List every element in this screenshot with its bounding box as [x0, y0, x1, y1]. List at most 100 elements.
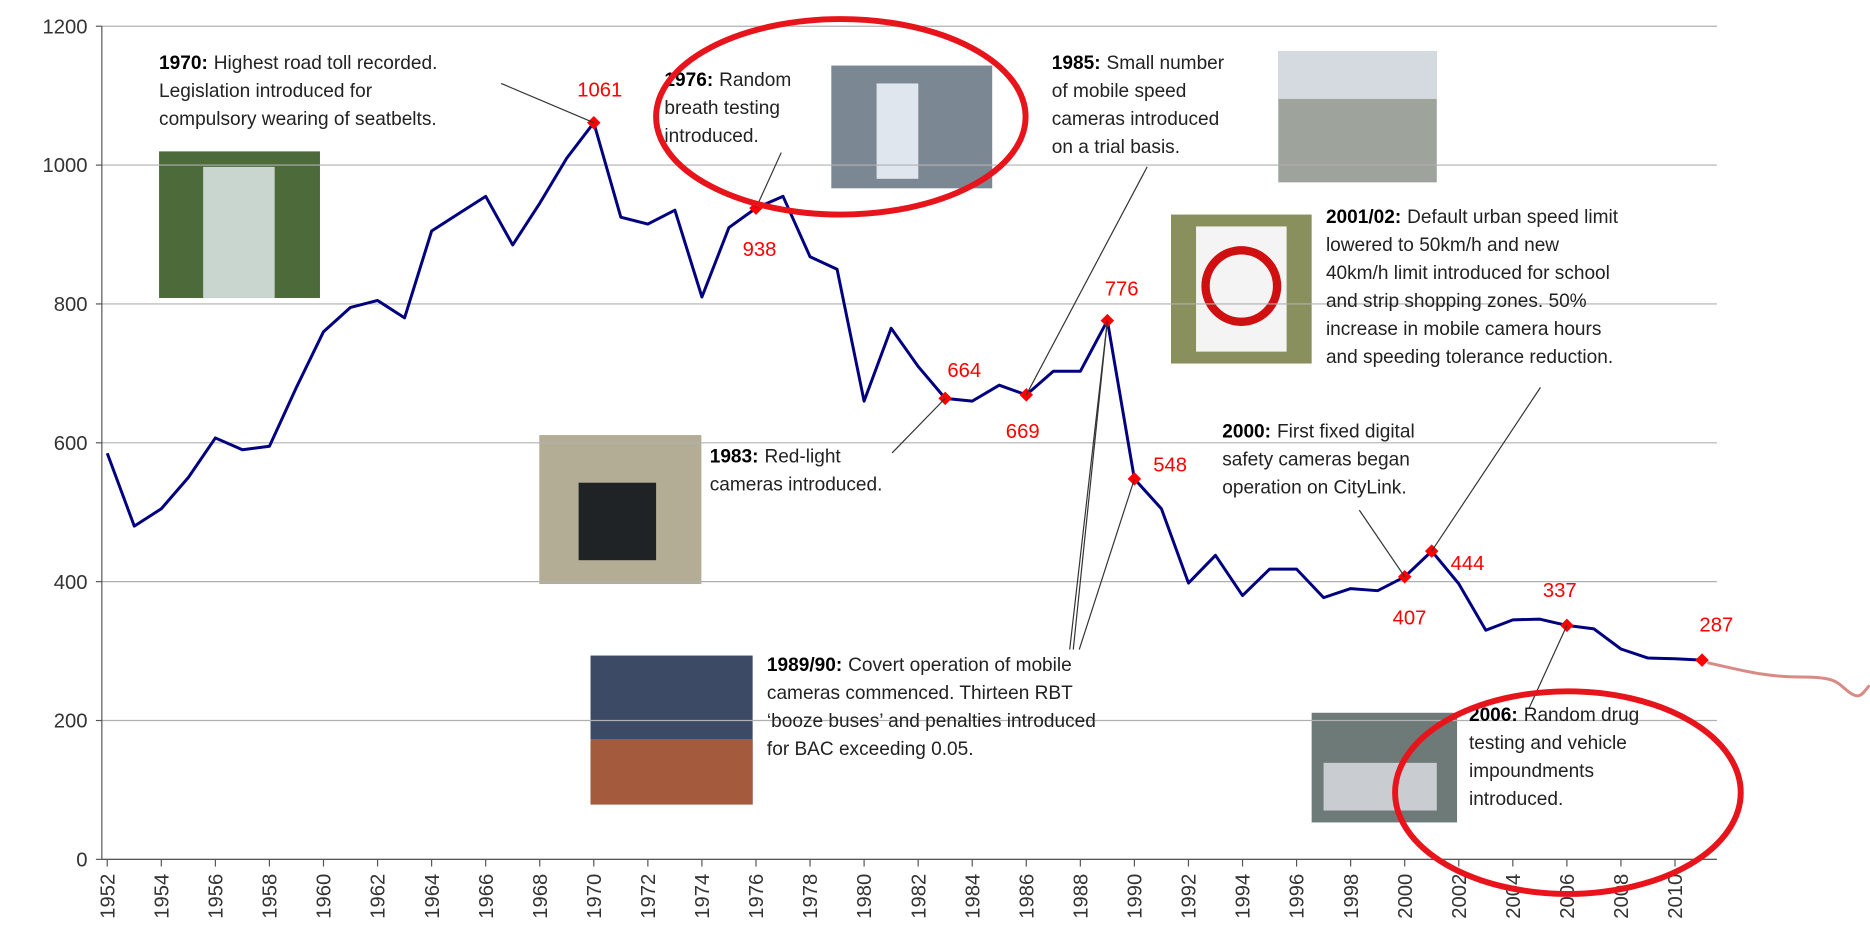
- annotation-line: Random: [719, 70, 791, 91]
- pointer: [891, 397, 946, 454]
- x-tick-label: 1972: [638, 874, 660, 919]
- annotation: 2001/02: Default urban speed limit lowered…: [1326, 207, 1619, 368]
- annotation-line: First fixed digital: [1277, 421, 1415, 442]
- data-label: 664: [947, 360, 981, 382]
- annotation-label: 2000:: [1222, 421, 1271, 442]
- photo: [578, 482, 657, 561]
- annotation: 1983: Red-light cameras introduced.: [710, 446, 883, 495]
- x-tick-label: 1968: [530, 874, 552, 919]
- y-tick-label: 400: [54, 572, 88, 594]
- pointer: [1078, 478, 1135, 650]
- annotation-line: and speeding tolerance reduction.: [1326, 347, 1613, 368]
- annotation-line: operation on CityLink.: [1222, 477, 1406, 498]
- x-tick-label: 1980: [854, 874, 876, 919]
- x-tick-label: 1956: [206, 874, 228, 919]
- annotation-line: breath testing: [664, 98, 780, 119]
- x-tick-label: 1996: [1287, 874, 1309, 919]
- x-tick-label: 1986: [1016, 874, 1038, 919]
- annotation-line: testing and vehicle: [1469, 733, 1627, 754]
- y-tick-label: 800: [54, 294, 88, 316]
- annotations: 1970: Highest road toll recorded. Legislat…: [159, 53, 1639, 810]
- x-tick-label: 1998: [1341, 874, 1363, 919]
- pointer: [1431, 387, 1541, 552]
- data-label: 337: [1543, 580, 1577, 602]
- data-label: 407: [1393, 607, 1427, 629]
- annotation-line: introduced.: [1469, 789, 1563, 810]
- annotation-line: Highest road toll recorded.: [214, 53, 438, 74]
- pointer: [1025, 166, 1148, 396]
- annotation-label: 2006:: [1469, 705, 1518, 726]
- annotation: 2000: First fixed digital safety cameras b…: [1222, 421, 1414, 498]
- annotation-line: safety cameras began: [1222, 449, 1410, 470]
- y-tick-label: 600: [54, 433, 88, 455]
- photo: [1323, 762, 1437, 811]
- annotation-label: 1970:: [159, 53, 208, 74]
- x-tick-label: 1978: [800, 874, 822, 919]
- photo: [203, 166, 275, 298]
- line: [105, 121, 1703, 662]
- annotation-line: cameras introduced.: [710, 474, 883, 495]
- photo: [876, 83, 919, 179]
- x-tick-label: 1964: [422, 874, 444, 919]
- x-tick-label: 1962: [368, 874, 390, 919]
- x-tick-label: 1974: [692, 874, 714, 919]
- x-tick-label: 1966: [476, 874, 498, 919]
- x-tick-label: 1990: [1125, 874, 1147, 919]
- annotation-line: of mobile speed: [1052, 81, 1187, 102]
- y-tick-label: 200: [54, 711, 88, 733]
- annotation-line: for BAC exceeding 0.05.: [767, 739, 974, 760]
- annotation-label: 1989/90:: [767, 655, 842, 676]
- annotation: 1976: Random breath testing introduced.: [664, 70, 791, 147]
- annotation-label: 2001/02:: [1326, 207, 1401, 228]
- x-tick-label: 2004: [1503, 874, 1525, 919]
- annotation-line: lowered to 50km/h and new: [1326, 235, 1559, 256]
- annotation-line: cameras introduced: [1052, 109, 1219, 130]
- x-tick-label: 2008: [1611, 874, 1633, 919]
- data-label: 444: [1451, 553, 1485, 575]
- x-tick-label: 1958: [260, 874, 282, 919]
- x-tick-label: 1954: [151, 874, 173, 919]
- annotation-line: introduced.: [664, 126, 758, 147]
- x-tick-label: 1970: [584, 874, 606, 919]
- annotation-line: and strip shopping zones. 50%: [1326, 291, 1587, 312]
- x-tick-label: 1984: [962, 874, 984, 919]
- data-label: 1061: [577, 80, 622, 102]
- annotation-line: 40km/h limit introduced for school: [1326, 263, 1610, 284]
- highlight-ellipse: [653, 16, 1029, 218]
- x-tick-label: 2010: [1665, 874, 1687, 919]
- data-label: 776: [1105, 279, 1139, 301]
- annotation-line: Covert operation of mobile: [848, 655, 1072, 676]
- photo: [590, 738, 753, 805]
- x-tick-label: 1976: [746, 874, 768, 919]
- x-tick-label: 2000: [1395, 874, 1417, 919]
- annotation-line: Red-light: [764, 446, 841, 467]
- x-tick-label: 1982: [908, 874, 930, 919]
- pointer: [1528, 625, 1568, 710]
- pen-stroke: [1707, 661, 1870, 698]
- point-marker: [1695, 653, 1709, 667]
- x-tick-label: 1952: [97, 874, 119, 919]
- point-marker: [1100, 313, 1115, 328]
- annotation-line: on a trial basis.: [1052, 137, 1180, 158]
- x-tick-label: 1960: [314, 874, 336, 919]
- x-tick-label: 1992: [1179, 874, 1201, 919]
- x-tick-label: 1988: [1070, 874, 1092, 919]
- x-tick-label: 1994: [1233, 874, 1255, 919]
- annotation-label: 1983:: [710, 446, 759, 467]
- annotation-line: impoundments: [1469, 761, 1594, 782]
- pointer: [1358, 509, 1406, 578]
- x-tick-label: 2002: [1449, 874, 1471, 919]
- pointer: [1072, 320, 1108, 650]
- annotation-line: cameras commenced. Thirteen RBT: [767, 683, 1073, 704]
- annotation-line: increase in mobile camera hours: [1326, 319, 1601, 340]
- annotation-line: compulsory wearing of seatbelts.: [159, 109, 437, 130]
- pointer: [500, 82, 595, 124]
- data-label: 669: [1006, 421, 1040, 443]
- annotation: 2006: Random drug testing and vehicle impou…: [1469, 705, 1639, 810]
- annotation-line: Default urban speed limit: [1407, 207, 1619, 228]
- highlight-ellipse: [1392, 688, 1744, 897]
- data-label: 548: [1153, 455, 1187, 477]
- y-tick-label: 1000: [42, 155, 87, 177]
- photo: [1201, 246, 1282, 326]
